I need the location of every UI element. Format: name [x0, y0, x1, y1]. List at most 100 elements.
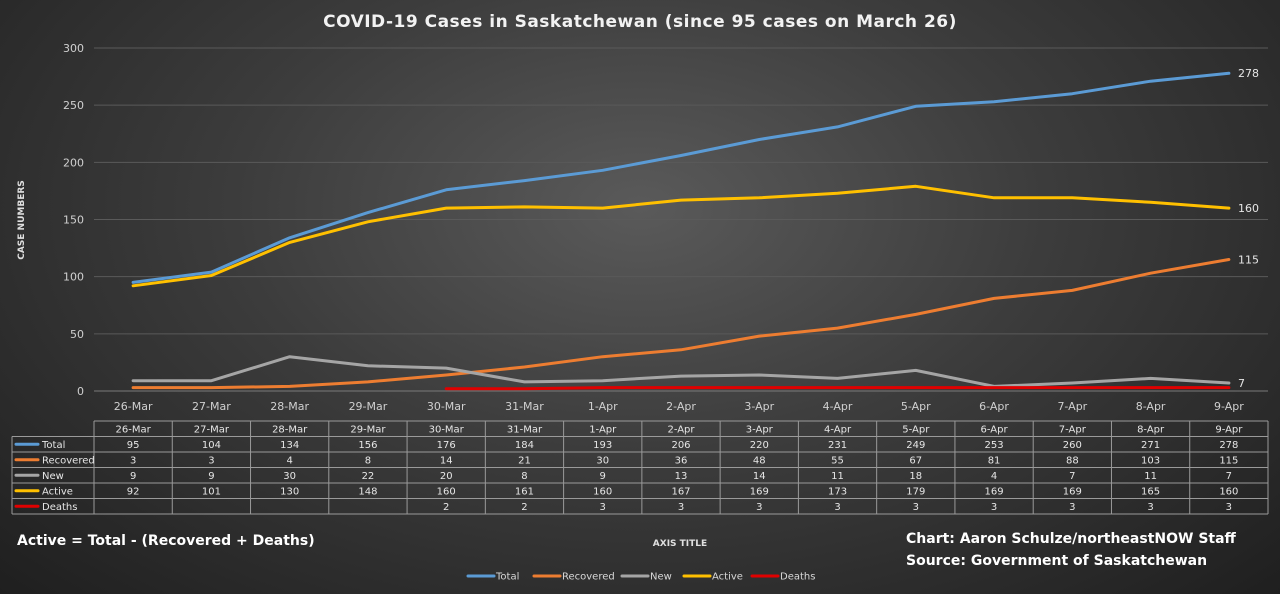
- table-cell: 4: [991, 471, 997, 482]
- table-cell: 3: [208, 456, 214, 467]
- table-header-cell: 31-Mar: [507, 425, 543, 436]
- table-header-cell: 4-Apr: [824, 425, 852, 436]
- table-cell: 14: [440, 456, 453, 467]
- x-tick-label: 3-Apr: [744, 400, 774, 413]
- end-label-new: 7: [1238, 377, 1245, 390]
- table-cell: 130: [280, 487, 299, 498]
- table-cell: 134: [280, 440, 299, 451]
- table-cell: 176: [437, 440, 456, 451]
- y-tick-label: 150: [63, 214, 84, 227]
- table-cell: 2: [443, 502, 449, 513]
- series-line-new: [131, 355, 1231, 388]
- table-cell: 193: [593, 440, 612, 451]
- x-tick-label: 7-Apr: [1057, 400, 1087, 413]
- table-cell: 30: [596, 456, 609, 467]
- table-cell: 3: [678, 502, 684, 513]
- table-cell: 169: [750, 487, 769, 498]
- table-cell: 169: [1063, 487, 1082, 498]
- table-cell: 8: [521, 471, 527, 482]
- end-label-active: 160: [1238, 202, 1259, 215]
- table-cell: 7: [1226, 471, 1232, 482]
- x-tick-label: 31-Mar: [505, 400, 544, 413]
- table-cell: 173: [828, 487, 847, 498]
- table-cell: 48: [753, 456, 766, 467]
- x-axis: 26-Mar 27-Mar 28-Mar 29-Mar 30-Mar 31-Mar 1-Ap…: [114, 400, 1244, 413]
- table-header-cell: 28-Mar: [272, 425, 308, 436]
- table-header-cell: 7-Apr: [1059, 425, 1087, 436]
- table-header-cell: 5-Apr: [902, 425, 930, 436]
- legend: Total Recovered New Active Deaths: [466, 572, 815, 583]
- x-axis-title: AXIS TITLE: [653, 539, 707, 549]
- table-cell: 4: [286, 456, 292, 467]
- table-cell: 161: [515, 487, 534, 498]
- legend-label-active: Active: [712, 572, 743, 583]
- table-header-cell: 27-Mar: [194, 425, 230, 436]
- y-axis: 0 50 100 150 200 250 300: [63, 42, 84, 398]
- y-tick-label: 0: [77, 385, 84, 398]
- table-cell: 92: [127, 487, 140, 498]
- table-cell: 278: [1219, 440, 1238, 451]
- table-header-cell: 3-Apr: [746, 425, 774, 436]
- table-cell: 20: [440, 471, 453, 482]
- series-line-active: [131, 184, 1231, 288]
- table-cell: 160: [1219, 487, 1238, 498]
- table-cell: 67: [909, 456, 922, 467]
- table-row-label: New: [42, 471, 64, 482]
- chart-credit: Chart: Aaron Schulze/northeastNOW Staff: [906, 531, 1237, 547]
- y-tick-label: 250: [63, 99, 84, 112]
- table-cell: 115: [1219, 456, 1238, 467]
- x-tick-label: 5-Apr: [901, 400, 931, 413]
- table-cell: 104: [202, 440, 221, 451]
- series-lines: [131, 71, 1231, 391]
- table-header-cell: 29-Mar: [350, 425, 386, 436]
- active-formula-note: Active = Total - (Recovered + Deaths): [17, 533, 315, 549]
- table-cell: 3: [834, 502, 840, 513]
- table-cell: 11: [831, 471, 844, 482]
- table-cell: 156: [358, 440, 377, 451]
- table-cell: 103: [1141, 456, 1160, 467]
- table-cell: 206: [671, 440, 690, 451]
- table-header-cell: 9-Apr: [1215, 425, 1243, 436]
- gridlines: [94, 47, 1268, 392]
- table-cell: 9: [208, 471, 214, 482]
- table-header-cell: 26-Mar: [116, 425, 152, 436]
- table-cell: 101: [202, 487, 221, 498]
- table-cell: 22: [362, 471, 375, 482]
- end-label-total: 278: [1238, 67, 1259, 80]
- table-header-cell: 1-Apr: [589, 425, 617, 436]
- x-tick-label: 6-Apr: [979, 400, 1009, 413]
- table-cell: 260: [1063, 440, 1082, 451]
- x-tick-label: 8-Apr: [1136, 400, 1166, 413]
- table-cell: 148: [358, 487, 377, 498]
- table-cell: 21: [518, 456, 531, 467]
- legend-label-recovered: Recovered: [562, 572, 615, 583]
- legend-label-new: New: [650, 572, 672, 583]
- x-tick-label: 28-Mar: [270, 400, 309, 413]
- table-cell: 14: [753, 471, 766, 482]
- y-tick-label: 200: [63, 156, 84, 169]
- series-line-total: [131, 71, 1231, 284]
- table-cell: 220: [750, 440, 769, 451]
- table-row-label: Deaths: [42, 502, 77, 513]
- chart-title: COVID-19 Cases in Saskatchewan (since 95…: [323, 12, 957, 32]
- table-cell: 2: [521, 502, 527, 513]
- table-cell: 30: [283, 471, 296, 482]
- table-cell: 3: [991, 502, 997, 513]
- table-cell: 165: [1141, 487, 1160, 498]
- y-tick-label: 50: [70, 328, 84, 341]
- table-cell: 160: [593, 487, 612, 498]
- table-cell: 3: [130, 456, 136, 467]
- y-axis-title: CASE NUMBERS: [17, 180, 27, 260]
- table-cell: 179: [906, 487, 925, 498]
- x-tick-label: 4-Apr: [823, 400, 853, 413]
- x-tick-label: 9-Apr: [1214, 400, 1244, 413]
- end-labels: 278 115 7 160: [1238, 67, 1259, 390]
- chart-source: Source: Government of Saskatchewan: [906, 553, 1207, 569]
- table-header-cell: 8-Apr: [1137, 425, 1165, 436]
- table-cell: 95: [127, 440, 140, 451]
- series-line-deaths: [444, 386, 1231, 391]
- x-tick-label: 29-Mar: [349, 400, 388, 413]
- legend-label-total: Total: [495, 572, 519, 583]
- table-cell: 11: [1144, 471, 1157, 482]
- table-cell: 184: [515, 440, 534, 451]
